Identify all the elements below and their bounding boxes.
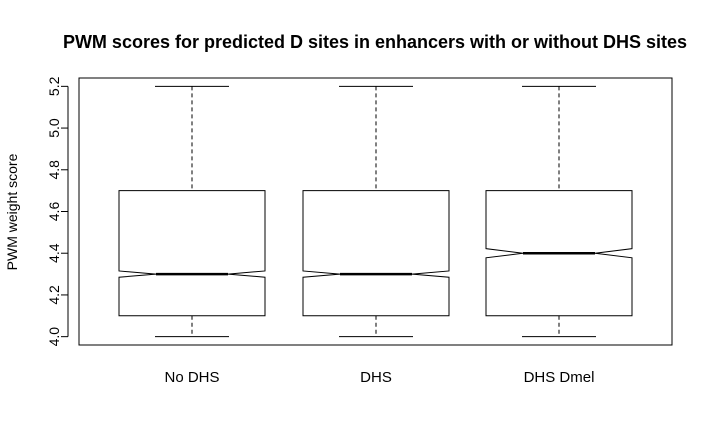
- y-tick-label: 4.2: [46, 285, 62, 305]
- y-tick-label: 4.0: [46, 327, 62, 347]
- y-tick-label: 5.2: [46, 76, 62, 96]
- plot-frame: [78, 77, 673, 346]
- y-tick-label: 4.4: [46, 243, 62, 263]
- y-tick-label: 5.0: [46, 118, 62, 138]
- box-dhs: [302, 85, 450, 338]
- x-category-label: DHS Dmel: [524, 369, 595, 386]
- y-axis: 4.0 4.2 4.4 4.6 4.8 5.0 5.2: [46, 76, 69, 347]
- y-axis-label: PWM weight score: [4, 153, 20, 270]
- notched-box: [118, 190, 266, 317]
- y-tick-label: 4.6: [46, 202, 62, 222]
- x-axis-labels: No DHS DHS DHS Dmel: [164, 369, 594, 386]
- x-category-label: No DHS: [164, 369, 219, 386]
- notched-box: [302, 190, 450, 317]
- chart-title: PWM scores for predicted D sites in enha…: [63, 32, 687, 52]
- box-dhs-dmel: [485, 85, 633, 338]
- box-no-dhs: [118, 85, 266, 338]
- x-category-label: DHS: [360, 369, 392, 386]
- y-tick-label: 4.8: [46, 160, 62, 180]
- boxes-group: [118, 85, 633, 338]
